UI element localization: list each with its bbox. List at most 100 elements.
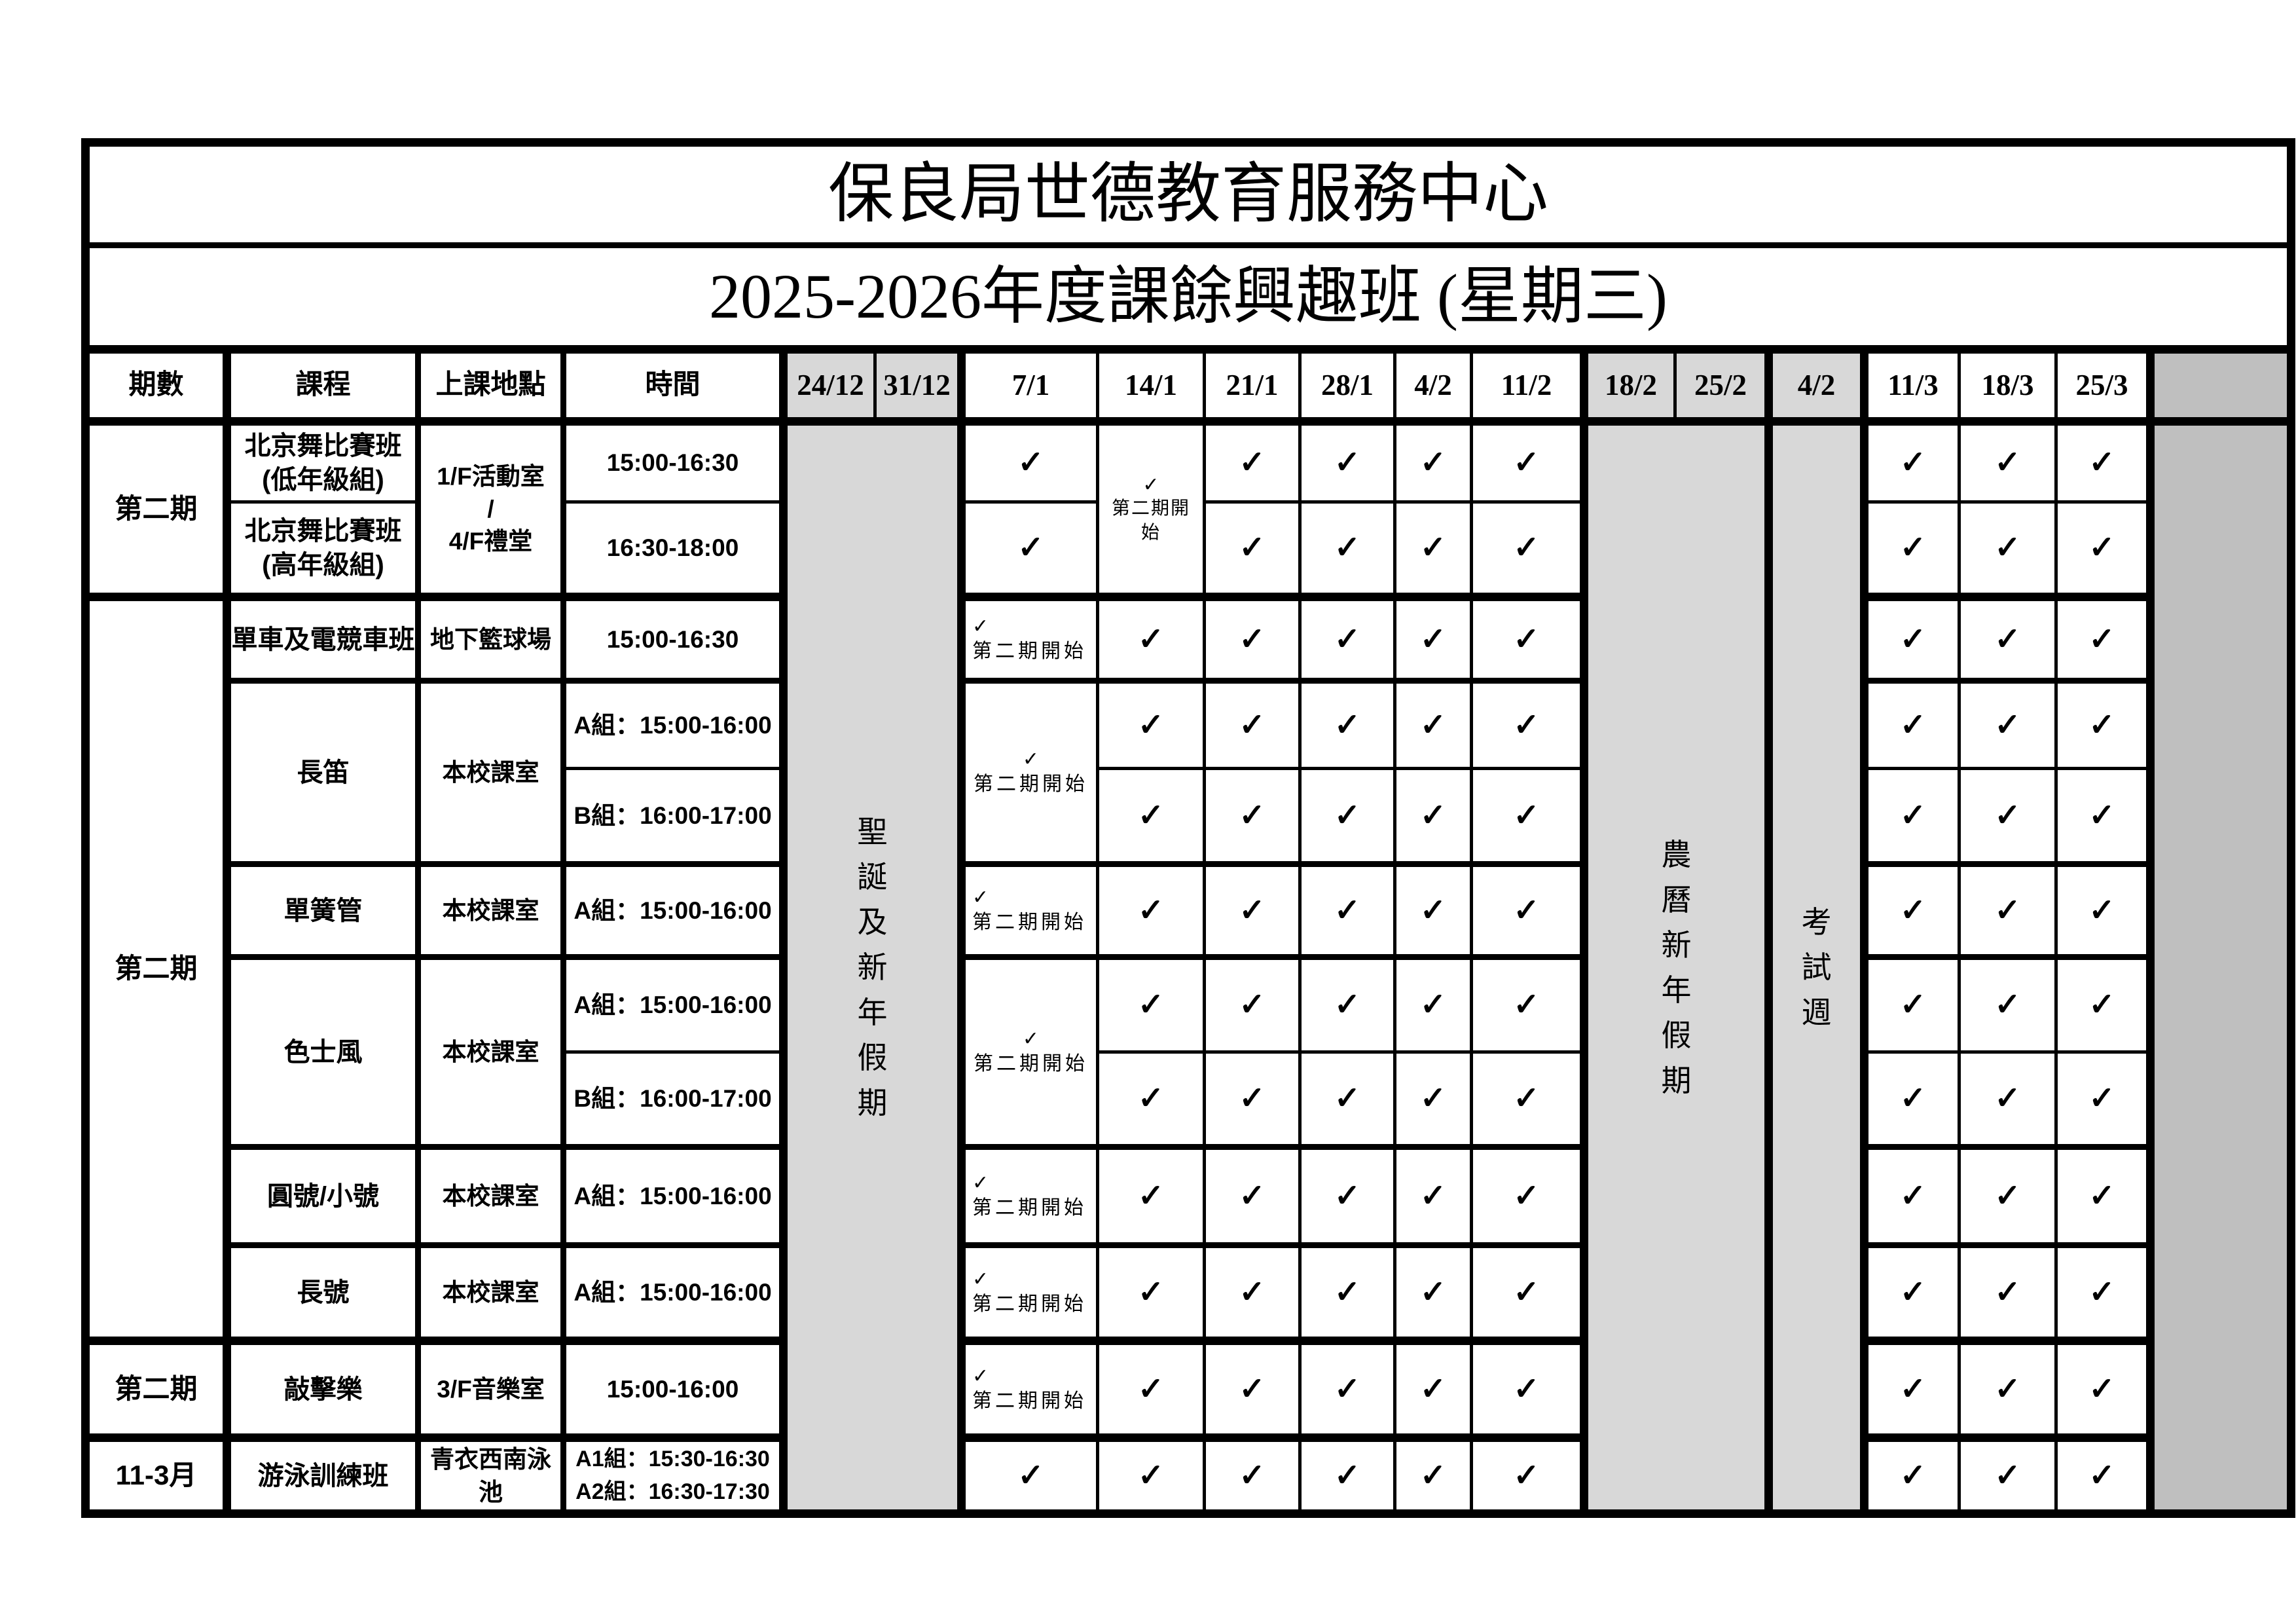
- header-date: 4/2: [1393, 348, 1473, 426]
- check-cell: ✓: [1298, 679, 1396, 770]
- term-start-label: 第二期開始: [972, 640, 1087, 662]
- header-date: 21/1: [1203, 348, 1302, 426]
- term-start-cell: ✓ 第二期開始: [957, 1339, 1099, 1442]
- term-start-cell: ✓ 第二期開始: [1096, 420, 1206, 601]
- table-row: 圓號/小號 本校課室 A組：15:00-16:00 ✓ 第二期開始 ✓ ✓ ✓ …: [86, 1145, 2291, 1248]
- time-cell: A組：15:00-16:00: [560, 955, 785, 1054]
- exam-week-label: 考試週: [1801, 906, 1832, 1029]
- table-row: 色士風 本校課室 A組：15:00-16:00 ✓ 第二期開始 ✓ ✓ ✓ ✓ …: [86, 955, 2291, 1150]
- time-cell: A組：15:00-16:00: [560, 1244, 785, 1345]
- page-title: 保良局世德教育服務中心: [83, 141, 2293, 248]
- header-course: 課程: [223, 348, 420, 426]
- check-cell: ✓: [1096, 1339, 1206, 1442]
- check-cell: ✓: [1298, 595, 1396, 684]
- check-cell: ✓: [1393, 1436, 1473, 1518]
- header-date: 18/3: [1958, 348, 2058, 426]
- check-cell: ✓: [2054, 862, 2152, 960]
- check-cell: ✓: [1096, 767, 1206, 867]
- header-date: 11/2: [1470, 348, 1586, 426]
- time-cell: 15:00-16:30: [560, 595, 785, 684]
- exam-week-cell: 考試週: [1764, 420, 1868, 1518]
- check-cell: ✓: [1470, 1050, 1586, 1150]
- location-cell: 1/F活動室 / 4/F禮堂: [415, 420, 565, 601]
- check-cell: ✓: [1096, 862, 1206, 960]
- check-cell: ✓: [1860, 1244, 1961, 1345]
- course-cell: 北京舞比賽班 (高年級組): [223, 500, 420, 601]
- check-cell: ✓: [1860, 1050, 1961, 1150]
- term-start-cell: ✓ 第二期開始: [957, 1145, 1099, 1248]
- time-cell: A組：15:00-16:00: [560, 862, 785, 960]
- period-cell: 第二期: [84, 1339, 228, 1442]
- check-cell: ✓: [1470, 862, 1586, 960]
- check-cell: ✓: [957, 420, 1099, 504]
- check-icon: ✓: [1142, 474, 1159, 496]
- check-cell: ✓: [1958, 1436, 2058, 1518]
- header-date: 7/1: [957, 348, 1099, 426]
- holiday-label: 聖誕及新年假期: [857, 815, 888, 1120]
- header-row: 期數 課程 上課地點 時間 24/12 31/12 7/1 14/1 21/1 …: [84, 348, 2293, 426]
- course-cell: 圓號/小號: [223, 1145, 420, 1248]
- check-cell: ✓: [957, 1436, 1099, 1518]
- check-cell: ✓: [1958, 955, 2058, 1054]
- check-cell: ✓: [1860, 1436, 1961, 1518]
- check-cell: ✓: [1393, 955, 1473, 1054]
- time-cell: A組：15:00-16:00: [560, 679, 785, 770]
- location-cell: 本校課室: [415, 1145, 565, 1248]
- location-cell: 地下籃球場: [415, 595, 565, 684]
- header-location: 上課地點: [415, 348, 565, 426]
- check-cell: ✓: [2054, 420, 2152, 504]
- header-date: 25/3: [2054, 348, 2152, 426]
- time-cell: A組：15:00-16:00: [560, 1145, 785, 1248]
- time-cell: 15:00-16:30: [560, 420, 785, 504]
- check-cell: ✓: [1298, 1145, 1396, 1248]
- header-date: 28/1: [1298, 348, 1396, 426]
- course-cell: 色士風: [223, 955, 420, 1150]
- check-cell: ✓: [2054, 500, 2152, 601]
- check-icon: ✓: [972, 1172, 989, 1194]
- check-cell: ✓: [1298, 862, 1396, 960]
- course-cell: 敲擊樂: [223, 1339, 420, 1442]
- title-row-2: 2025-2026年度課餘興趣班 (星期三): [83, 244, 2293, 354]
- table-row: 單簧管 本校課室 A組：15:00-16:00 ✓ 第二期開始 ✓ ✓ ✓ ✓ …: [86, 862, 2291, 960]
- check-cell: ✓: [1958, 1244, 2058, 1345]
- check-cell: ✓: [1860, 1145, 1961, 1248]
- header-date: 18/2: [1580, 348, 1677, 426]
- check-cell: ✓: [1203, 1050, 1302, 1150]
- check-cell: ✓: [1298, 1436, 1396, 1518]
- location-cell: 本校課室: [415, 955, 565, 1150]
- check-cell: ✓: [1860, 1339, 1961, 1442]
- check-cell: ✓: [1860, 862, 1961, 960]
- check-cell: ✓: [1470, 1436, 1586, 1518]
- term-start-cell: ✓ 第二期開始: [957, 595, 1099, 684]
- course-cell: 單簧管: [223, 862, 420, 960]
- check-cell: ✓: [1298, 420, 1396, 504]
- table-row: 第二期 單車及電競車班 地下籃球場 15:00-16:30 ✓ 第二期開始 ✓ …: [84, 595, 2291, 1345]
- check-cell: ✓: [1203, 862, 1302, 960]
- header-date: 24/12: [779, 348, 877, 426]
- check-cell: ✓: [1958, 420, 2058, 504]
- check-cell: ✓: [2054, 1145, 2152, 1248]
- check-cell: ✓: [1470, 679, 1586, 770]
- time-cell: A1組：15:30-16:30 A2組：16:30-17:30: [560, 1436, 785, 1518]
- time-cell: 15:00-16:00: [560, 1339, 785, 1442]
- header-date: 11/3: [1860, 348, 1961, 426]
- course-cell: 游泳訓練班: [223, 1436, 420, 1518]
- check-cell: ✓: [1203, 767, 1302, 867]
- check-cell: ✓: [1470, 1145, 1586, 1248]
- check-cell: ✓: [1470, 767, 1586, 867]
- check-cell: ✓: [1393, 1145, 1473, 1248]
- location-cell: 本校課室: [415, 679, 565, 867]
- check-cell: ✓: [1096, 955, 1206, 1054]
- table-row: 北京舞比賽班 (高年級組) 16:30-18:00 ✓ ✓ ✓ ✓ ✓ ✓ ✓ …: [86, 500, 2291, 601]
- check-cell: ✓: [1393, 767, 1473, 867]
- check-cell: ✓: [2054, 679, 2152, 770]
- check-cell: ✓: [2054, 595, 2152, 684]
- course-cell: 單車及電競車班: [223, 595, 420, 684]
- holiday-label: 農曆新年假期: [1661, 838, 1692, 1098]
- check-cell: ✓: [1393, 595, 1473, 684]
- check-cell: ✓: [1470, 955, 1586, 1054]
- check-icon: ✓: [972, 1268, 989, 1290]
- check-cell: ✓: [1203, 420, 1302, 504]
- header-period: 期數: [84, 348, 228, 426]
